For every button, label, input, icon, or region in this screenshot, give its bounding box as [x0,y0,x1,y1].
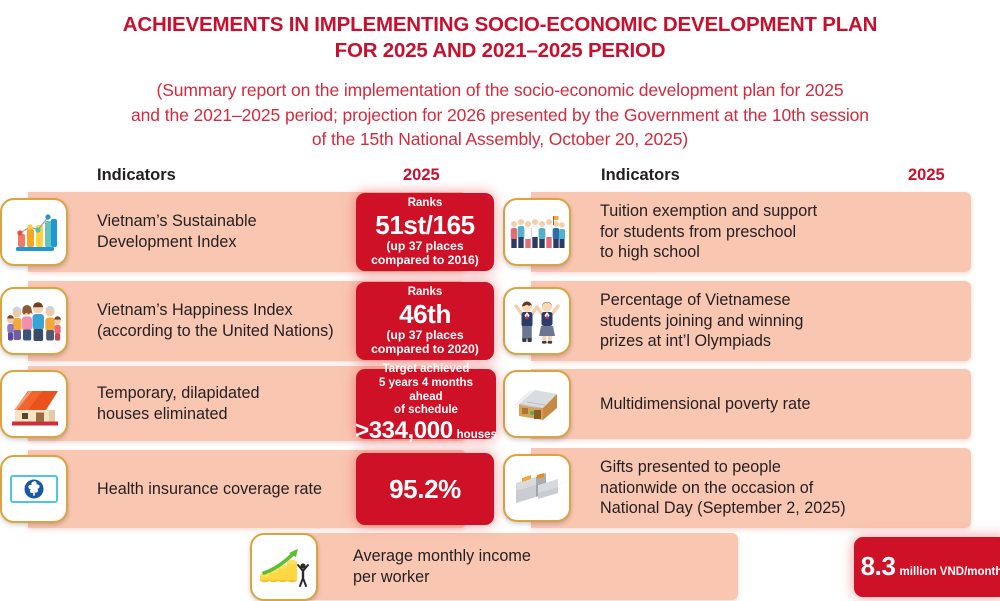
status-badge: Ranks 51st/165 (up 37 places compared to… [356,193,494,271]
status-badge: Ranks 46th (up 37 places compared to 202… [356,282,494,360]
badge-note-line2: compared to 2020) [371,341,479,356]
row-label-line2: houses eliminated [97,404,228,423]
row-label-line1: Temporary, dilapidated [97,383,260,402]
family-group-icon [0,287,68,355]
badge-top-label: Ranks [407,197,443,210]
students-crowd-icon [503,198,571,266]
badge-note-line3: of schedule [394,404,458,417]
row-health-insurance-coverage: Health insurance coverage rate 95.2% [0,450,500,528]
header-indicators-right: Indicators [601,166,680,184]
row-label: Tuition exemption and support for studen… [600,201,817,263]
row-label: Percentage of Vietnamese students joinin… [600,290,803,352]
row-label: Average monthly income per worker [353,546,531,587]
row-national-day-gifts: Gifts presented to people nationwide on … [503,448,1000,528]
row-band [531,281,971,361]
row-label: Vietnam’s Sustainable Development Index [97,211,257,252]
badge-value: 51st/165 [375,209,475,240]
page-subtitle-line3: of the 15th National Assembly, October 2… [311,128,689,149]
page-title: ACHIEVEMENTS IN IMPLEMENTING SOCIO-ECONO… [0,12,1000,64]
row-band [531,448,971,528]
row-label-line1: Percentage of Vietnamese [600,290,791,309]
badge-value-row: >334,000 houses [355,416,497,444]
row-band [278,533,738,600]
status-badge: Target achieved 5 years 4 months ahead o… [355,363,497,443]
row-label-line1: Health insurance coverage rate [97,479,322,498]
page-title-line2: FOR 2025 AND 2021–2025 PERIOD [334,39,666,63]
badge-value-row: 8.3 million VND/month [861,552,1000,580]
header-indicators-left: Indicators [97,166,176,184]
row-label-line2: students joining and winning [600,311,804,330]
page-subtitle-line2: and the 2021–2025 period; projection for… [131,104,869,125]
badge-value: 46th [399,298,451,329]
row-band [531,369,971,439]
row-label-line1: Vietnam’s Happiness Index [97,301,293,320]
row-label: Temporary, dilapidated houses eliminated [97,383,260,424]
page-subtitle-line1: (Summary report on the implementation of… [156,80,844,101]
header-year-right: 2025 [908,166,945,184]
row-label-line1: Multidimensional poverty rate [600,394,811,413]
row-label: Multidimensional poverty rate [600,394,811,415]
title-block: ACHIEVEMENTS IN IMPLEMENTING SOCIO-ECONO… [0,0,1000,151]
row-label-line1: Average monthly income [353,546,531,565]
row-label: Health insurance coverage rate [97,479,322,500]
row-label-line2: (according to the United Nations) [97,322,334,340]
row-label-line2: per worker [353,567,430,586]
health-insurance-card-icon [0,455,68,523]
dilapidated-shack-icon [503,370,571,438]
badge-note-line1: (up 37 places [386,327,464,342]
row-label: Vietnam’s Happiness Index (according to … [97,300,334,341]
money-stacks-icon [503,454,571,522]
badge-unit: million VND/month [899,566,1000,579]
row-label-line1: Vietnam’s Sustainable [97,212,257,231]
badge-value: 95.2% [389,473,461,504]
row-label-line1: Tuition exemption and support [600,201,818,220]
badge-note-line2: compared to 2016) [371,252,479,267]
badge-value: >334,000 [355,416,453,444]
row-sustainable-development-index: Vietnam’s Sustainable Development Index … [0,192,500,272]
row-international-olympiads: Percentage of Vietnamese students joinin… [503,281,1000,361]
row-temporary-houses-eliminated: Temporary, dilapidated houses eliminated… [0,363,500,443]
row-happiness-index: Vietnam’s Happiness Index (according to … [0,281,500,361]
badge-value: 8.3 [860,551,896,582]
row-label-line1: Gifts presented to people [600,457,781,476]
bar-chart-growth-icon [0,198,68,266]
column-headers: Indicators 2025 Indicators 2025 [0,166,1000,192]
row-band [531,192,971,272]
row-label-line2: nationwide on the occasion of [600,478,814,497]
status-badge: 95.2% [356,453,494,525]
row-tuition-exemption: Tuition exemption and support for studen… [503,192,1000,272]
badge-unit: houses [456,428,497,441]
house-roof-icon [0,369,68,438]
page-subtitle: (Summary report on the implementation of… [0,64,1000,150]
row-label-line2: for students from preschool [600,222,797,241]
badge-note-line2: 5 years 4 months ahead [379,376,473,403]
status-badge: 8.3 million VND/month [854,536,1000,597]
two-students-cheering-icon [503,287,571,355]
row-label: Gifts presented to people nationwide on … [600,457,846,519]
row-label-line3: National Day (September 2, 2025) [600,499,846,518]
income-growth-coins-icon [250,532,318,601]
badge-note-line1: Target achieved [382,363,470,376]
badge-top-label: Ranks [407,286,443,299]
badge-note-line1: (up 37 places [386,238,464,253]
row-label-line2: Development Index [97,233,237,251]
header-year-left: 2025 [403,166,440,184]
row-multidimensional-poverty-rate: Multidimensional poverty rate 1.3% [503,369,1000,439]
row-average-monthly-income: Average monthly income per worker 8.3 mi… [250,532,1000,601]
row-label-line3: to high school [600,243,700,262]
row-label-line3: prizes at int’l Olympiads [600,332,771,351]
page-title-line1: ACHIEVEMENTS IN IMPLEMENTING SOCIO-ECONO… [122,13,878,36]
